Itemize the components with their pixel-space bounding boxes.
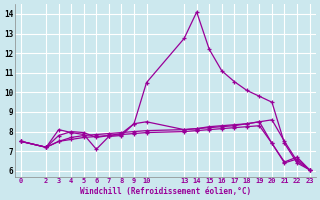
X-axis label: Windchill (Refroidissement éolien,°C): Windchill (Refroidissement éolien,°C) [80,187,251,196]
